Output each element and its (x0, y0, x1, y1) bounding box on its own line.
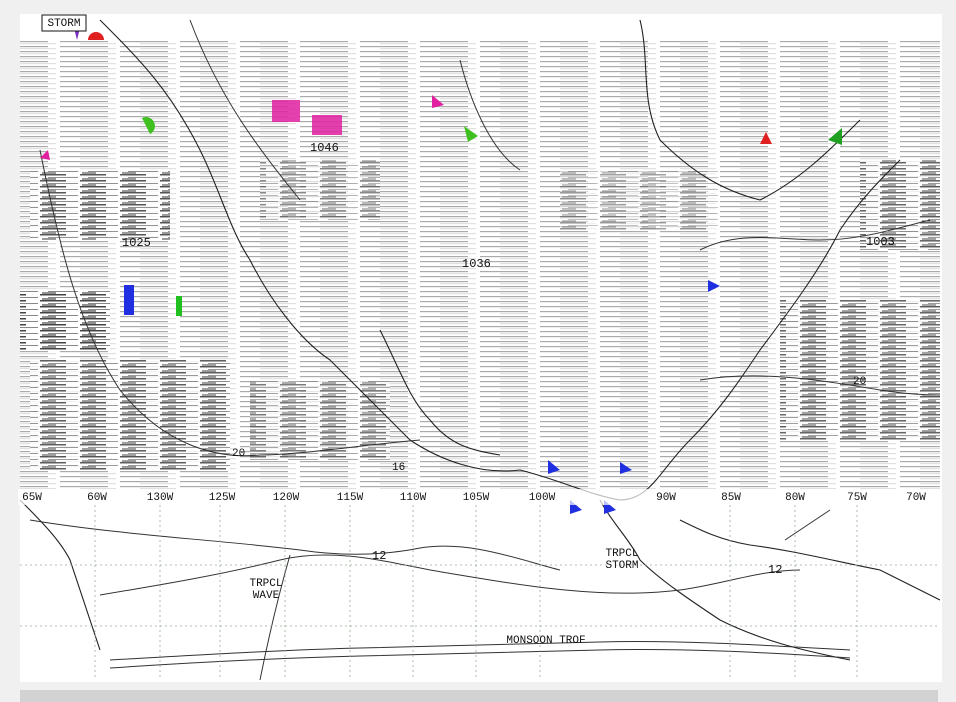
longitude-labels: 65W 60W 130W 125W 120W 115W 110W 105W 10… (18, 489, 942, 505)
lat-lon-grid (20, 505, 940, 680)
longitude-label: 60W (87, 492, 107, 504)
longitude-label: 70W (906, 492, 926, 504)
longitude-label: 65W (22, 492, 42, 504)
longitude-label: 75W (847, 492, 867, 504)
tropical-wave-label: TRPCL WAVE (249, 578, 282, 602)
noisy-region (20, 40, 940, 490)
longitude-label: 110W (400, 492, 427, 504)
isotherm-label: 16 (392, 462, 405, 474)
tropical-storm-label: TRPCL STORM (605, 548, 638, 572)
longitude-label: 120W (273, 492, 300, 504)
label-line: WAVE (253, 590, 280, 602)
pressure-center: 1046 (310, 141, 339, 155)
pressure-center: 1025 (122, 236, 151, 250)
longitude-label: 125W (209, 492, 236, 504)
longitude-label: 105W (463, 492, 490, 504)
longitude-label: 90W (656, 492, 676, 504)
pressure-center: 1036 (462, 257, 491, 271)
longitude-label: 80W (785, 492, 805, 504)
pressure-center: 1003 (866, 235, 895, 249)
coastlines (19, 19, 941, 661)
isotherm-label: 20 (232, 448, 245, 460)
label-line: TRPCL (249, 578, 282, 590)
longitude-label: 100W (529, 492, 556, 504)
isobar-label: 12 (372, 549, 386, 563)
isobars (29, 19, 941, 681)
longitude-label: 115W (337, 492, 364, 504)
longitude-label: 130W (147, 492, 174, 504)
bottom-bar (20, 690, 938, 702)
storm-label: STORM (47, 18, 80, 30)
isobar-label: 12 (768, 563, 782, 577)
storm-box (41, 14, 87, 32)
isotherm-label: 20 (853, 376, 866, 388)
label-line: TRPCL (605, 548, 638, 560)
longitude-label: 85W (721, 492, 741, 504)
label-line: STORM (605, 560, 638, 572)
monsoon-trough-label: MONSOON TROF (506, 635, 585, 647)
